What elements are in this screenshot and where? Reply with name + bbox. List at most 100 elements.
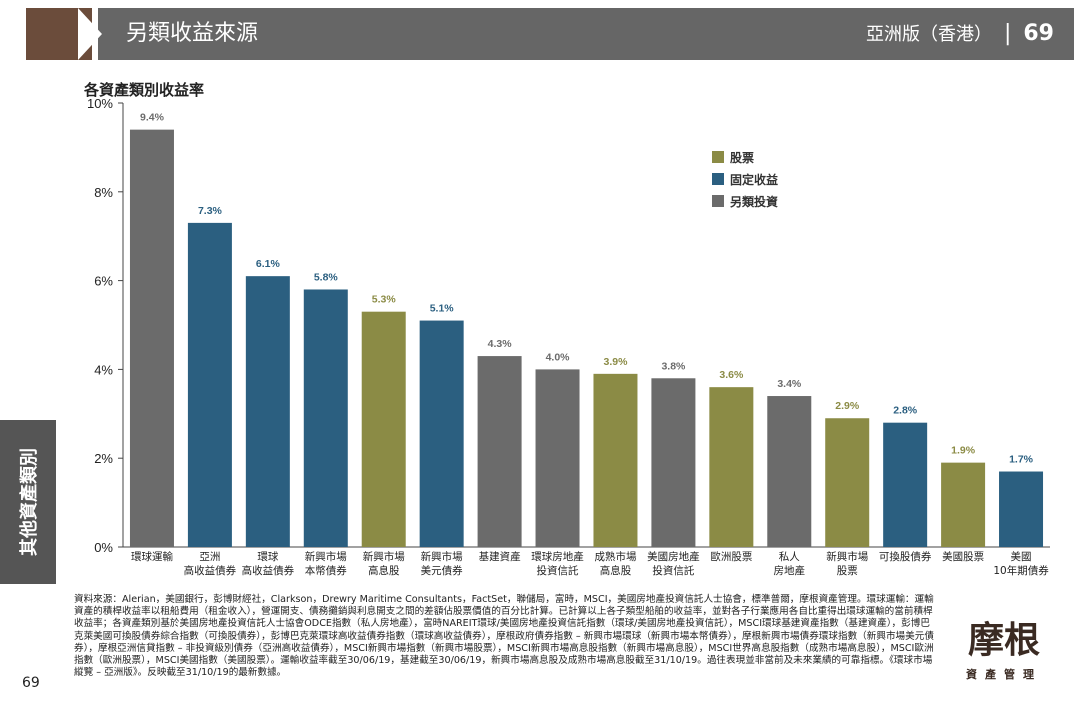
header-separator: | — [1003, 21, 1012, 46]
data-label: 5.1% — [430, 303, 455, 315]
footer-page-number: 69 — [22, 675, 40, 691]
y-tick-label: 8% — [94, 185, 113, 200]
brand-logo: 摩根 資產管理 — [954, 618, 1054, 694]
legend-label-alternatives: 另類投資 — [730, 194, 779, 209]
x-tick-label: 私人房地產 — [774, 551, 806, 577]
bar — [593, 373, 638, 547]
y-tick-label: 10% — [87, 96, 113, 111]
x-tick-label: 成熟市場高息股 — [594, 550, 636, 577]
x-tick-label: 環球房地產投資信託 — [531, 550, 584, 577]
x-tick-label-line: 本幣債券 — [305, 564, 347, 577]
data-label: 2.9% — [835, 400, 860, 412]
bar — [767, 396, 812, 547]
chart-title: 各資產類別收益率 — [84, 81, 205, 99]
legend-label-fixed-income: 固定收益 — [730, 172, 779, 187]
x-tick-label: 可換股債券 — [879, 550, 932, 563]
bar — [709, 387, 754, 547]
x-tick-label: 美國房地產投資信託 — [647, 550, 700, 577]
legend-swatch-fixed-income — [712, 173, 724, 185]
x-tick-label-line: 股票 — [837, 565, 858, 577]
bar — [941, 462, 986, 547]
data-label: 2.8% — [893, 405, 918, 417]
data-label: 6.1% — [256, 258, 281, 270]
x-tick-label-line: 美國股票 — [942, 550, 984, 563]
x-tick-label-line: 10年期債券 — [993, 564, 1049, 577]
x-tick-label: 美國股票 — [942, 550, 984, 563]
x-tick-label-line: 私人 — [779, 551, 800, 563]
data-label: 4.3% — [488, 338, 513, 350]
y-tick-label: 6% — [94, 274, 113, 289]
data-label: 3.9% — [604, 356, 629, 368]
data-label: 3.8% — [661, 360, 686, 372]
bar — [651, 378, 696, 547]
data-label: 4.0% — [546, 351, 571, 363]
bar — [535, 369, 580, 547]
x-tick-label-line: 基建資產 — [479, 550, 521, 563]
x-tick-label-line: 高收益債券 — [242, 564, 295, 577]
data-label: 9.4% — [140, 112, 165, 124]
x-tick-label-line: 環球 — [257, 550, 278, 563]
bar — [825, 418, 870, 547]
x-tick-label: 基建資產 — [479, 550, 521, 563]
data-label: 7.3% — [198, 205, 223, 217]
page-title: 另類收益來源 — [126, 21, 259, 46]
header-bar — [98, 8, 1074, 60]
data-label: 3.6% — [719, 369, 744, 381]
x-tick-label: 新興市場本幣債券 — [305, 550, 347, 577]
data-label: 1.7% — [1009, 454, 1034, 466]
section-side-tab[interactable]: 其他資產類別 — [0, 420, 56, 584]
y-tick-label: 2% — [94, 451, 113, 466]
logo-sub-text: 資產管理 — [966, 668, 1042, 681]
x-tick-label-line: 環球房地產 — [531, 550, 584, 563]
x-tick-label-line: 高息股 — [600, 564, 632, 577]
data-label: 5.8% — [314, 271, 339, 283]
x-tick-label-line: 房地產 — [774, 564, 806, 577]
x-tick-label: 亞洲高收益債券 — [184, 551, 237, 577]
x-tick-label-line: 高收益債券 — [184, 564, 237, 577]
x-tick-label-line: 歐洲股票 — [710, 550, 752, 563]
legend-swatch-alternatives — [712, 195, 724, 207]
x-tick-label-line: 新興市場 — [826, 550, 868, 563]
x-tick-label-line: 亞洲 — [199, 551, 220, 563]
x-tick-label-line: 新興市場 — [421, 550, 463, 563]
x-tick-label-line: 美國 — [1011, 550, 1032, 563]
x-tick-label-line: 投資信託 — [652, 564, 694, 577]
bar — [883, 422, 928, 547]
x-tick-label-line: 可換股債券 — [879, 550, 932, 563]
legend-item-alternatives: 另類投資 — [712, 190, 778, 212]
x-tick-label-line: 美國房地產 — [647, 550, 700, 563]
x-tick-label-line: 新興市場 — [305, 550, 347, 563]
bar — [419, 320, 464, 547]
bar — [361, 311, 406, 547]
bar — [187, 222, 232, 547]
data-label: 3.4% — [777, 378, 802, 390]
header-chevron — [78, 8, 102, 60]
legend-item-equity: 股票 — [712, 146, 778, 168]
edition-label: 亞洲版（香港） — [865, 24, 992, 45]
header-page-number: 69 — [1023, 21, 1054, 46]
x-tick-label: 環球運輸 — [131, 550, 173, 563]
bar — [477, 356, 522, 547]
x-tick-label-line: 新興市場 — [363, 550, 405, 563]
data-label: 1.9% — [951, 445, 976, 457]
x-tick-label: 美國 10年期債券 — [993, 550, 1049, 577]
x-tick-label: 新興市場美元債券 — [421, 550, 463, 577]
x-tick-label: 新興市場高息股 — [363, 550, 405, 577]
logo-main-text: 摩根 — [967, 619, 1040, 661]
y-tick-label: 4% — [94, 362, 113, 377]
legend-swatch-equity — [712, 151, 724, 163]
x-tick-label: 歐洲股票 — [710, 550, 752, 563]
source-footnote: 資料來源：Alerian，美國銀行，彭博財經社，Clarkson，Drewry … — [74, 594, 934, 679]
x-tick-label: 新興市場股票 — [826, 550, 868, 577]
chart-legend: 股票 固定收益 另類投資 — [712, 146, 778, 212]
x-tick-label-line: 成熟市場 — [594, 550, 636, 563]
bar — [129, 129, 174, 547]
x-tick-label-line: 高息股 — [368, 564, 400, 577]
bar — [245, 276, 290, 547]
header-edition: 亞洲版（香港） | 69 — [866, 8, 1054, 60]
y-tick-label: 0% — [94, 540, 113, 555]
x-tick-label-line: 環球運輸 — [131, 550, 173, 563]
data-label: 5.3% — [372, 294, 397, 306]
legend-item-fixed-income: 固定收益 — [712, 168, 778, 190]
